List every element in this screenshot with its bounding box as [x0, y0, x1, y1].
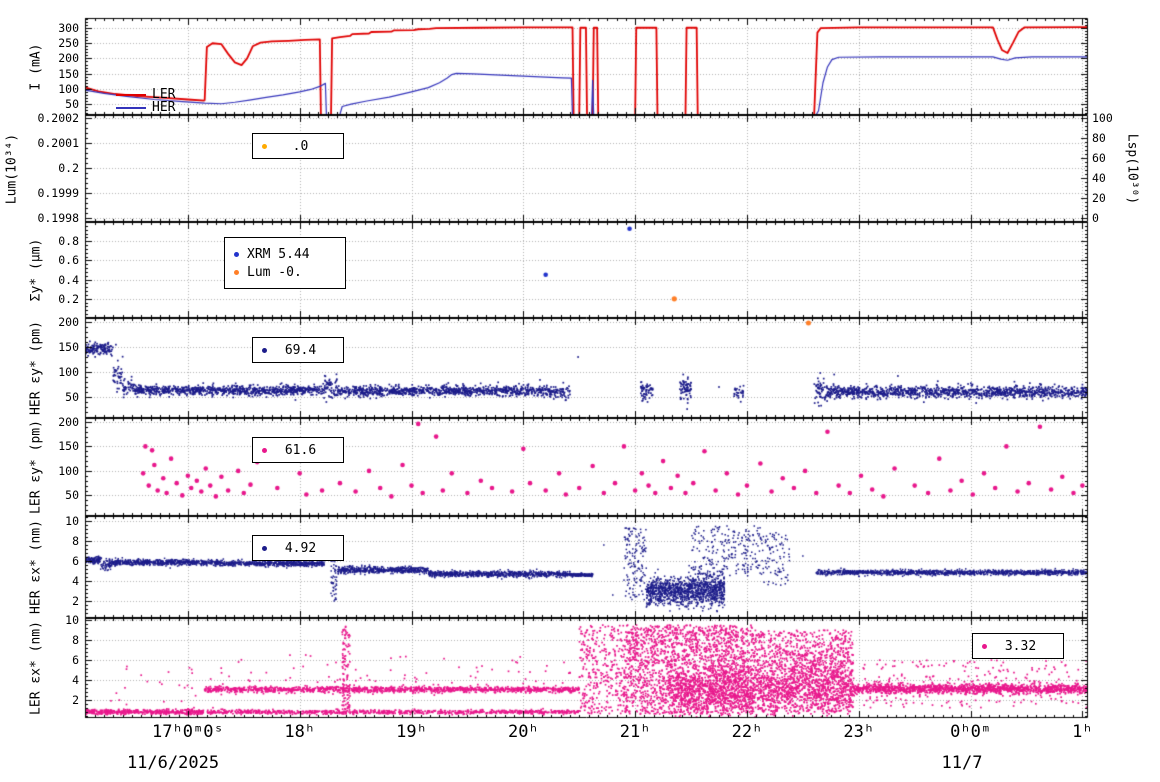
legend-sigma-y: XRM 5.44 Lum -0.	[224, 237, 346, 289]
y-tick-label: 10	[65, 613, 79, 627]
right-tick-label: 60	[1092, 151, 1106, 165]
x-tick-label: 18ʰ	[284, 722, 316, 742]
lum-legend-value: .0	[292, 138, 309, 154]
legend-her-emittance-y: 69.4	[252, 337, 344, 363]
legend-current: LER HER	[116, 87, 176, 115]
y-tick-label: 10	[65, 514, 79, 528]
y-tick-label: 0.2002	[37, 111, 79, 125]
ler-line-swatch	[116, 93, 146, 96]
y-tick-label: 0.2	[58, 161, 79, 175]
x-tick-label: 0ʰ0ᵐ	[950, 722, 992, 742]
x-tick-label: 17ʰ0ᵐ0ˢ	[152, 722, 224, 742]
her-ex-legend-dot	[262, 545, 267, 551]
y-tick-label: 300	[58, 21, 79, 36]
y-tick-label: 200	[58, 315, 79, 329]
her-ey-legend-value: 69.4	[284, 342, 317, 358]
xrm-legend-dot	[234, 251, 239, 257]
y-tick-label: 6	[72, 554, 79, 568]
legend-luminosity: .0	[252, 133, 344, 159]
xrm-legend-label: XRM 5.44	[247, 246, 310, 262]
y-tick-label: 150	[58, 66, 79, 81]
x-tick-label: 22ʰ	[731, 722, 763, 742]
right-axis-title: Lsp(10³⁰)	[1124, 133, 1140, 204]
y-tick-label: 150	[58, 340, 79, 354]
legend-ler-emittance-x: 3.32	[972, 633, 1064, 659]
y-axis-title: HER εx* (nm)	[28, 520, 44, 614]
y-tick-label: 250	[58, 36, 79, 51]
her-ex-legend-value: 4.92	[284, 540, 317, 556]
ler-ey-legend-value: 61.6	[284, 442, 317, 458]
y-tick-label: 0.8	[58, 234, 79, 249]
y-tick-label: 50	[65, 390, 79, 404]
y-tick-label: 100	[58, 365, 79, 379]
y-tick-label: 200	[58, 51, 79, 66]
x-tick-label: 20ʰ	[507, 722, 539, 742]
legend-sigy-lum-row: Lum -0.	[234, 265, 336, 280]
y-tick-label: 6	[72, 653, 79, 667]
x-tick-label: 21ʰ	[619, 722, 651, 742]
right-tick-label: 0	[1092, 211, 1099, 225]
y-axis-title: HER εy* (pm)	[28, 321, 44, 415]
her-label: HER	[152, 100, 176, 115]
y-axis-title: LER εy* (pm)	[28, 420, 44, 514]
y-tick-label: 4	[72, 574, 79, 588]
right-tick-label: 40	[1092, 171, 1106, 185]
y-tick-label: 2	[72, 693, 79, 707]
legend-current-her-row: HER	[116, 100, 176, 115]
her-ey-legend-dot	[262, 347, 267, 353]
y-tick-label: 100	[58, 81, 79, 96]
right-tick-label: 100	[1092, 111, 1113, 125]
legend-ler-emittance-y: 61.6	[252, 437, 344, 463]
y-tick-label: 0.2001	[37, 136, 79, 150]
sigy-lum-legend-label: Lum -0.	[247, 264, 302, 280]
y-tick-label: 50	[65, 97, 79, 112]
y-tick-label: 4	[72, 673, 79, 687]
legend-current-ler-row: LER	[116, 87, 176, 102]
x-tick-label: 1ʰ	[1072, 722, 1093, 742]
y-tick-label: 0.1999	[37, 186, 79, 200]
y-tick-label: 2	[72, 594, 79, 608]
y-tick-label: 0.4	[58, 272, 79, 287]
ler-ey-legend-dot	[262, 447, 267, 453]
x-tick-label: 19ʰ	[396, 722, 427, 742]
right-tick-label: 20	[1092, 191, 1106, 205]
x-tick-label: 23ʰ	[843, 722, 875, 742]
ler-label: LER	[152, 87, 176, 102]
y-tick-label: 50	[65, 488, 79, 503]
right-tick-label: 80	[1092, 131, 1106, 145]
y-axis-title: Lum(10³⁴)	[4, 133, 20, 204]
date-label-right: 11/7	[941, 753, 983, 773]
y-tick-label: 0.6	[58, 253, 79, 268]
lum-legend-dot	[262, 143, 267, 149]
legend-sigy-xrm-row: XRM 5.44	[234, 247, 336, 262]
y-axis-title: I (mA)	[28, 43, 44, 90]
date-label-left: 11/6/2025	[126, 753, 220, 773]
y-tick-label: 8	[72, 534, 79, 548]
y-tick-label: 200	[58, 414, 79, 429]
y-tick-label: 150	[58, 439, 79, 454]
y-tick-label: 8	[72, 633, 79, 647]
sigy-lum-legend-dot	[234, 269, 239, 275]
ler-ex-legend-value: 3.32	[1004, 638, 1037, 654]
y-axis-title: LER εx* (nm)	[28, 621, 44, 715]
y-tick-label: 0.1998	[37, 211, 79, 225]
legend-her-emittance-x: 4.92	[252, 535, 344, 561]
y-tick-label: 100	[58, 463, 79, 478]
y-axis-title: Σy* (µm)	[28, 238, 44, 302]
her-line-swatch	[116, 106, 146, 109]
ler-ex-legend-dot	[982, 643, 987, 649]
y-tick-label: 0.2	[58, 291, 79, 306]
